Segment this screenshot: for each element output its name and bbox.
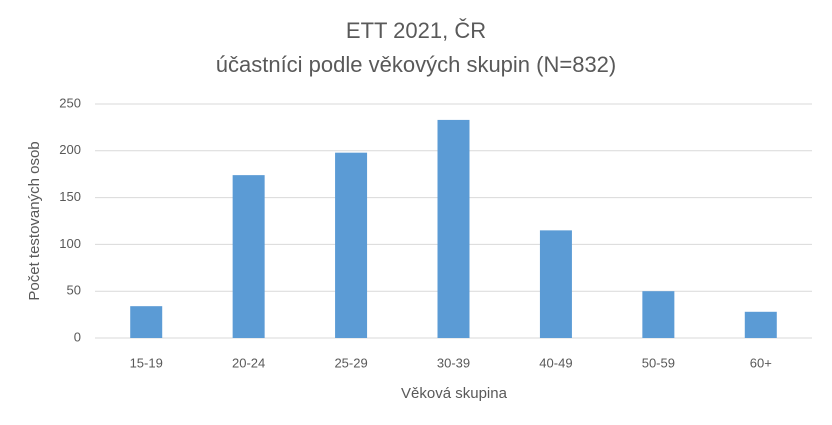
x-tick-label: 60+ — [750, 355, 772, 370]
bar — [130, 306, 163, 338]
y-axis-title: Počet testovaných osob — [26, 141, 43, 300]
y-tick-label: 100 — [59, 236, 81, 251]
x-tick-label: 25-29 — [334, 355, 367, 370]
y-tick-label: 0 — [74, 329, 81, 344]
y-tick-label: 50 — [67, 283, 81, 298]
y-tick-label: 250 — [59, 95, 81, 110]
x-tick-label: 15-19 — [130, 355, 163, 370]
chart-subtitle: účastníci podle věkových skupin (N=832) — [216, 52, 617, 77]
bar — [232, 175, 265, 338]
bar — [744, 311, 777, 338]
x-tick-label: 40-49 — [539, 355, 572, 370]
y-tick-label: 200 — [59, 142, 81, 157]
bar — [335, 152, 368, 338]
x-axis-title: Věková skupina — [401, 385, 508, 402]
x-tick-label: 20-24 — [232, 355, 265, 370]
bar — [642, 291, 675, 338]
y-tick-label: 150 — [59, 189, 81, 204]
x-tick-label: 50-59 — [642, 355, 675, 370]
bar — [539, 230, 572, 338]
bar — [437, 119, 470, 338]
chart-title: ETT 2021, ČR — [346, 18, 486, 43]
x-tick-label: 30-39 — [437, 355, 470, 370]
